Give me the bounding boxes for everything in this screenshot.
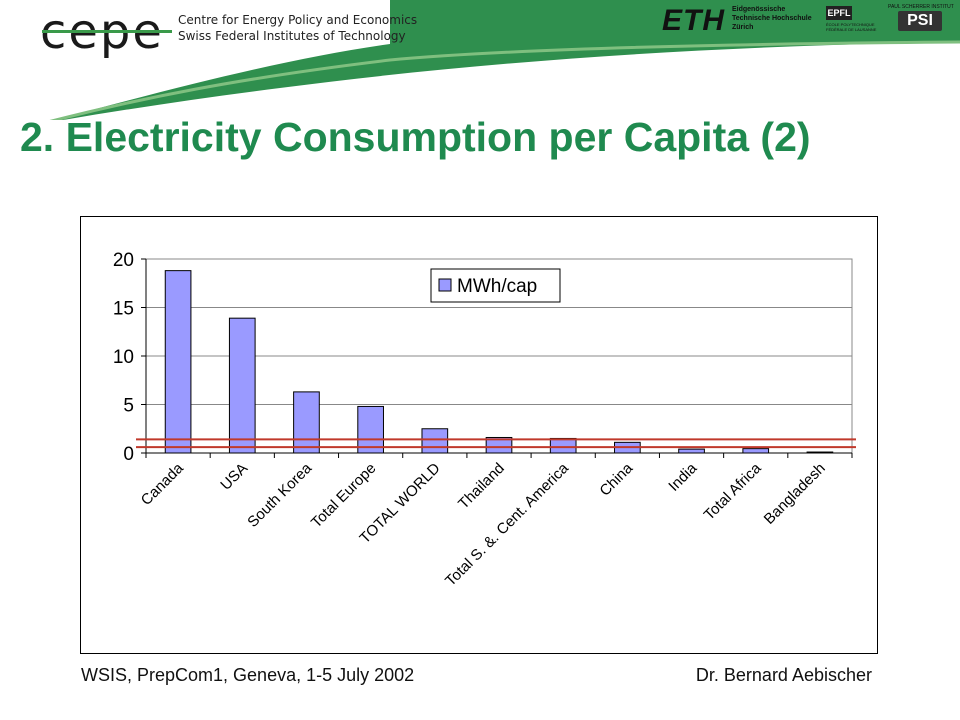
header-green-band — [54, 0, 960, 120]
y-tick-label: 20 — [113, 250, 134, 271]
bar-total-s-cent-america — [549, 437, 577, 454]
y-tick-label: 0 — [123, 444, 134, 465]
x-tick-label: Bangladesh — [761, 460, 829, 528]
header-band — [40, 0, 960, 120]
org-subtitle: Swiss Federal Institutes of Technology — [178, 29, 406, 43]
bar-total-europe — [357, 405, 384, 454]
footer-author: Dr. Bernard Aebischer — [695, 665, 872, 685]
eth-line3: Zürich — [732, 24, 754, 31]
x-tick-label: China — [596, 459, 636, 499]
eth-line1: Eidgenössische — [732, 6, 786, 13]
bar-india — [678, 448, 705, 454]
bar-total-world — [421, 428, 449, 454]
epfl-logo: EPFL — [826, 6, 852, 20]
y-tick-label: 10 — [113, 347, 134, 368]
eth-logo: ETH — [662, 4, 725, 37]
axes: 0 5 10 15 20 — [113, 250, 853, 465]
x-tick-label: South Korea — [244, 459, 315, 530]
legend-box — [430, 268, 561, 303]
reference-lines — [136, 438, 856, 449]
legend-swatch — [438, 278, 452, 292]
slide-title: 2. Electricity Consumption per Capita (2… — [20, 114, 811, 160]
eth-line2: Technische Hochschule — [732, 15, 812, 22]
bar-usa — [228, 317, 256, 454]
x-tick-label: Canada — [138, 459, 188, 509]
bar-south-korea — [293, 391, 320, 454]
x-tick-label: Total Africa — [701, 459, 765, 523]
psi-logo: PSI — [898, 11, 942, 31]
header-green-gradient — [49, 40, 960, 120]
legend: MWh/cap — [430, 268, 561, 303]
y-tick-label: 5 — [123, 396, 134, 417]
epfl-line1: ÉCOLE POLYTECHNIQUE — [826, 22, 875, 27]
bar-bangladesh — [806, 451, 834, 454]
x-tick-label: Thailand — [455, 460, 508, 513]
bar-thailand — [485, 436, 513, 454]
x-tick-label: Total S. &. Cent. America — [442, 459, 572, 589]
x-tick-label: USA — [217, 460, 251, 494]
bars — [164, 270, 834, 454]
legend-label: MWh/cap — [457, 276, 537, 297]
cepe-logo-line — [42, 30, 172, 33]
bar-canada — [164, 270, 192, 454]
org-name: Centre for Energy Policy and Economics — [178, 13, 418, 27]
footer-event: WSIS, PrepCom1, Geneva, 1-5 July 2002 — [81, 665, 415, 685]
y-tick-label: 15 — [113, 299, 134, 320]
bar-total-africa — [742, 448, 770, 454]
epfl-line2: FÉDÉRALE DE LAUSANNE — [826, 27, 877, 32]
x-tick-label: India — [665, 459, 700, 494]
psi-institute-name: PAUL SCHERRER INSTITUT — [888, 4, 954, 10]
x-tick-label: Total Europe — [308, 460, 380, 532]
